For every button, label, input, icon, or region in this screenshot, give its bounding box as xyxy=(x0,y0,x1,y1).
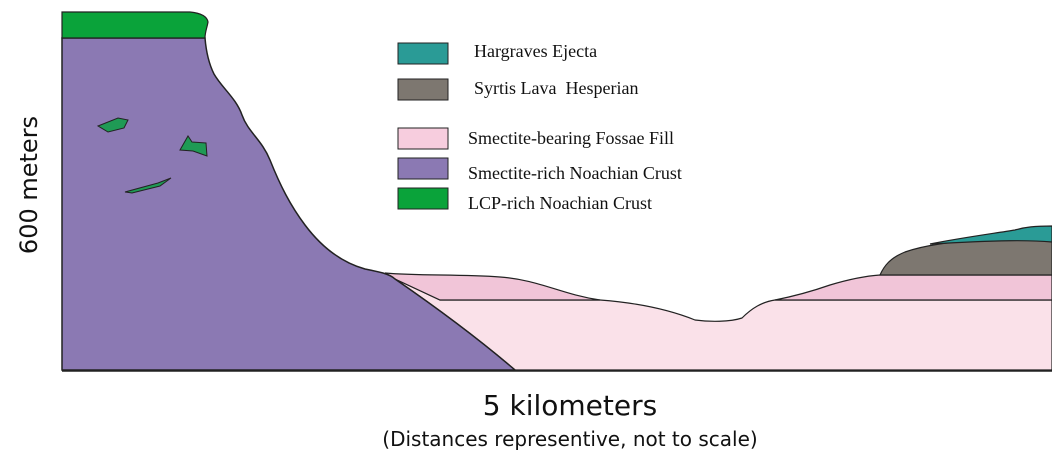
fossae-fill-upper xyxy=(384,272,601,301)
y-label: 600 meters xyxy=(15,116,43,254)
legend-swatch xyxy=(397,127,449,150)
lcp-crust xyxy=(61,11,209,39)
fossae-fill-upper xyxy=(774,274,1052,301)
legend-swatch xyxy=(397,187,449,210)
syrtis-lava xyxy=(879,238,1052,276)
legend-label: Hargraves Ejecta xyxy=(474,41,597,61)
legend-swatch xyxy=(397,78,449,101)
lcp-block xyxy=(179,135,208,157)
legend-label: Syrtis Lava Hesperian xyxy=(474,78,638,98)
legend-swatch xyxy=(397,157,449,180)
legend-label: Smectite-bearing Fossae Fill xyxy=(468,128,674,148)
lcp-block xyxy=(124,177,172,194)
noachian-crust xyxy=(61,37,518,371)
caption: (Distances representive, not to scale) xyxy=(382,427,757,450)
hargraves-ejecta xyxy=(929,225,1052,245)
legend-label: Smectite-rich Noachian Crust xyxy=(468,163,682,183)
legend-label: LCP-rich Noachian Crust xyxy=(468,193,652,213)
lcp-block xyxy=(96,117,129,133)
legend-swatch xyxy=(397,42,449,65)
x-label: 5 kilometers xyxy=(483,389,657,422)
